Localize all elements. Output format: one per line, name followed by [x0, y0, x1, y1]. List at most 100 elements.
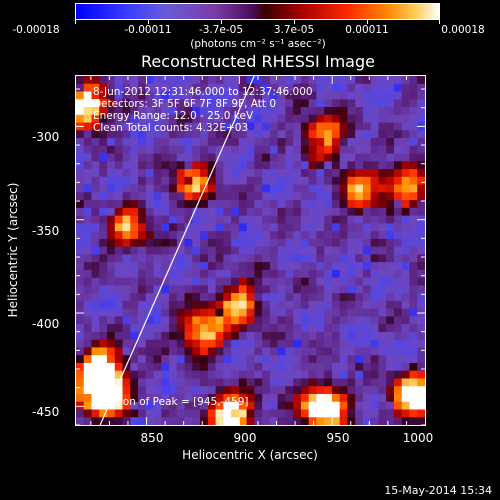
heatmap-cell [277, 409, 286, 418]
heatmap-cell [184, 223, 193, 232]
heatmap-cell [300, 76, 310, 85]
heatmap-cell [386, 254, 395, 263]
heatmap-cell [324, 347, 333, 356]
heatmap-cell [246, 184, 255, 193]
heatmap-cell [207, 300, 217, 310]
heatmap-cell [324, 386, 333, 395]
heatmap-cell [362, 138, 372, 147]
heatmap-cell [300, 316, 310, 325]
heatmap-cell [176, 246, 186, 255]
heatmap-cell [409, 176, 418, 186]
heatmap-cell [114, 169, 124, 178]
heatmap-cell [277, 153, 286, 162]
heatmap-cell [262, 293, 271, 302]
heatmap-cell [83, 138, 93, 147]
heatmap-cell [393, 254, 403, 263]
heatmap-cell [269, 285, 279, 294]
heatmap-cell [347, 386, 356, 395]
heatmap-cell [347, 316, 356, 325]
heatmap-cell [401, 192, 411, 201]
heatmap-cell [83, 76, 93, 85]
heatmap-cell [83, 378, 93, 387]
heatmap-cell [277, 83, 286, 93]
heatmap-cell [91, 114, 100, 124]
heatmap-cell [401, 169, 411, 178]
heatmap-cell [246, 362, 255, 372]
heatmap-cell [347, 308, 356, 318]
heatmap-cell [331, 293, 341, 302]
heatmap-cell [324, 293, 333, 302]
heatmap-cell [285, 76, 294, 85]
heatmap-cell [378, 176, 387, 186]
heatmap-cell [184, 215, 193, 224]
heatmap-cell [215, 378, 224, 387]
heatmap-cell [130, 99, 139, 108]
heatmap-cell [308, 393, 318, 403]
heatmap-cell [200, 370, 209, 380]
heatmap-cell [331, 169, 341, 178]
heatmap-cell [153, 99, 162, 108]
heatmap-cell [386, 107, 395, 116]
heatmap-cell [277, 339, 286, 349]
heatmap-cell [409, 269, 418, 279]
heatmap-cell [99, 401, 108, 411]
heatmap-cell [138, 254, 147, 263]
axis-ticks [76, 76, 425, 425]
heatmap-cell [238, 316, 248, 325]
heatmap-cell [262, 331, 271, 341]
heatmap-cell [215, 324, 224, 333]
heatmap-cell [246, 347, 255, 356]
heatmap-cell [277, 130, 286, 139]
heatmap-cell [370, 130, 380, 139]
heatmap-cell [192, 176, 201, 186]
heatmap-cell [277, 161, 286, 170]
heatmap-cell [347, 339, 356, 349]
heatmap-cell [393, 130, 403, 139]
heatmap-cell [285, 223, 294, 232]
heatmap-cell [339, 339, 349, 349]
heatmap-cell [107, 76, 116, 85]
heatmap-cell [145, 362, 155, 372]
heatmap-cell [138, 145, 147, 155]
heatmap-cell [347, 207, 356, 217]
heatmap-cell [347, 355, 356, 364]
heatmap-cell [192, 347, 201, 356]
heatmap-cell [386, 362, 395, 372]
heatmap-cell [246, 246, 255, 255]
heatmap-cell [409, 192, 418, 201]
heatmap-cell [316, 107, 325, 116]
heatmap-cell [238, 107, 248, 116]
heatmap-cell [184, 386, 193, 395]
heatmap-cell [192, 83, 201, 93]
heatmap-cell [161, 386, 170, 395]
heatmap-cell [223, 184, 232, 193]
heatmap-cell [114, 262, 124, 271]
heatmap-cell [215, 107, 224, 116]
heatmap-cell [223, 293, 232, 302]
heatmap-cell [277, 347, 286, 356]
heatmap-cell [107, 130, 116, 139]
heatmap-cell [308, 161, 318, 170]
heatmap-cell [285, 316, 294, 325]
heatmap-cell [269, 324, 279, 333]
heatmap-cell [76, 130, 85, 139]
heatmap-cell [161, 316, 170, 325]
heatmap-cell [393, 331, 403, 341]
heatmap-cell [161, 231, 170, 240]
heatmap-cell [130, 293, 139, 302]
heatmap-cell [324, 254, 333, 263]
heatmap-cell [300, 153, 310, 162]
heatmap-cell [223, 308, 232, 318]
heatmap-cell [238, 254, 248, 263]
heatmap-cell [223, 169, 232, 178]
heatmap-cell [114, 91, 124, 100]
heatmap-cell [293, 386, 302, 395]
heatmap-cell [200, 153, 209, 162]
heatmap-cell [269, 308, 279, 318]
heatmap-cell [176, 215, 186, 224]
heatmap-cell [184, 378, 193, 387]
heatmap-cell [122, 277, 131, 286]
heatmap-cell [370, 122, 380, 131]
heatmap-cell [153, 409, 162, 418]
heatmap-cell [362, 362, 372, 372]
